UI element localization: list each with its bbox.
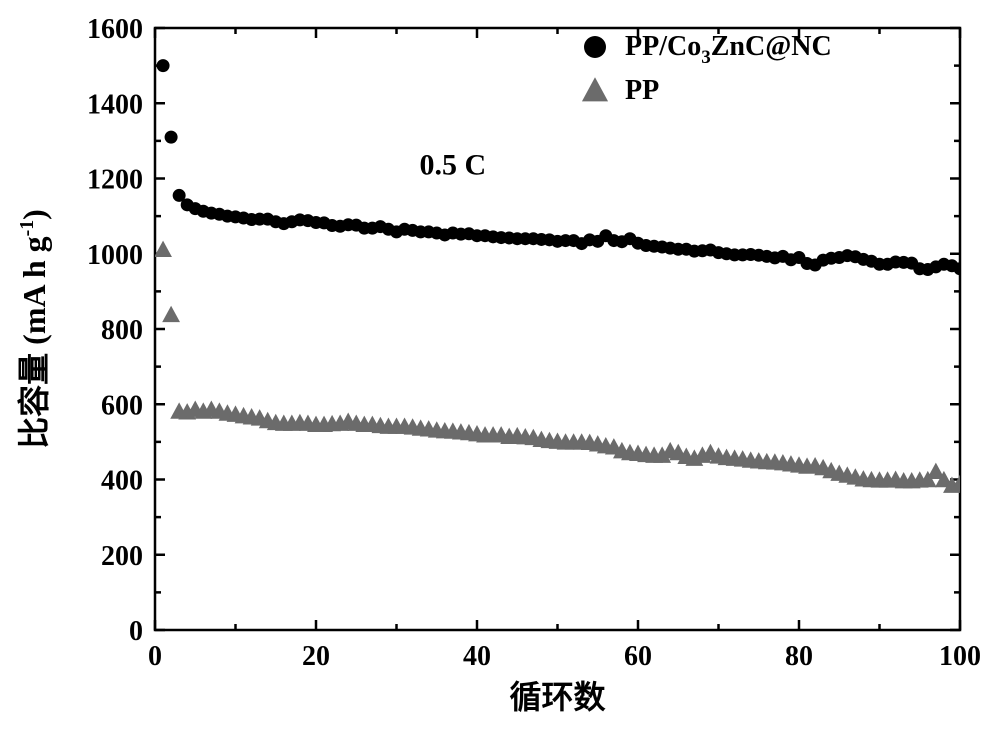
data-point xyxy=(154,241,172,257)
ytick-label: 200 xyxy=(101,541,143,572)
data-point xyxy=(954,262,967,275)
xtick-label: 20 xyxy=(302,641,330,672)
ytick-label: 1600 xyxy=(87,14,143,45)
data-point xyxy=(165,131,178,144)
legend: PP/Co3ZnC@NC PP xyxy=(582,31,832,106)
plot-border xyxy=(155,28,960,630)
xtick-label: 100 xyxy=(939,641,981,672)
ytick-label: 400 xyxy=(101,466,143,497)
annotation-rate: 0.5 C xyxy=(420,149,487,182)
ytick-label: 1400 xyxy=(87,89,143,120)
xtick-label: 60 xyxy=(624,641,652,672)
y-axis-label-group: 比容量 (mA h g-1) xyxy=(16,209,52,449)
chart-container: 0204060801000200400600800100012001400160… xyxy=(0,0,1000,732)
legend-marker xyxy=(584,36,606,58)
y-axis-label: 比容量 (mA h g-1) xyxy=(16,209,52,449)
xtick-label: 80 xyxy=(785,641,813,672)
chart-svg: 0204060801000200400600800100012001400160… xyxy=(0,0,1000,732)
series-PP/Co3ZnC@NC xyxy=(157,59,967,276)
legend-label: PP xyxy=(625,75,659,106)
xtick-label: 0 xyxy=(148,641,162,672)
series-PP xyxy=(154,241,969,493)
xtick-label: 40 xyxy=(463,641,491,672)
x-axis-label: 循环数 xyxy=(509,679,606,715)
ytick-label: 1000 xyxy=(87,240,143,271)
ytick-label: 1200 xyxy=(87,165,143,196)
series-group xyxy=(154,59,969,493)
legend-marker xyxy=(582,77,608,101)
legend-label: PP/Co3ZnC@NC xyxy=(625,31,832,68)
ytick-label: 600 xyxy=(101,390,143,421)
data-point xyxy=(162,306,180,322)
data-point xyxy=(157,59,170,72)
ytick-label: 800 xyxy=(101,315,143,346)
ytick-label: 0 xyxy=(129,616,143,647)
